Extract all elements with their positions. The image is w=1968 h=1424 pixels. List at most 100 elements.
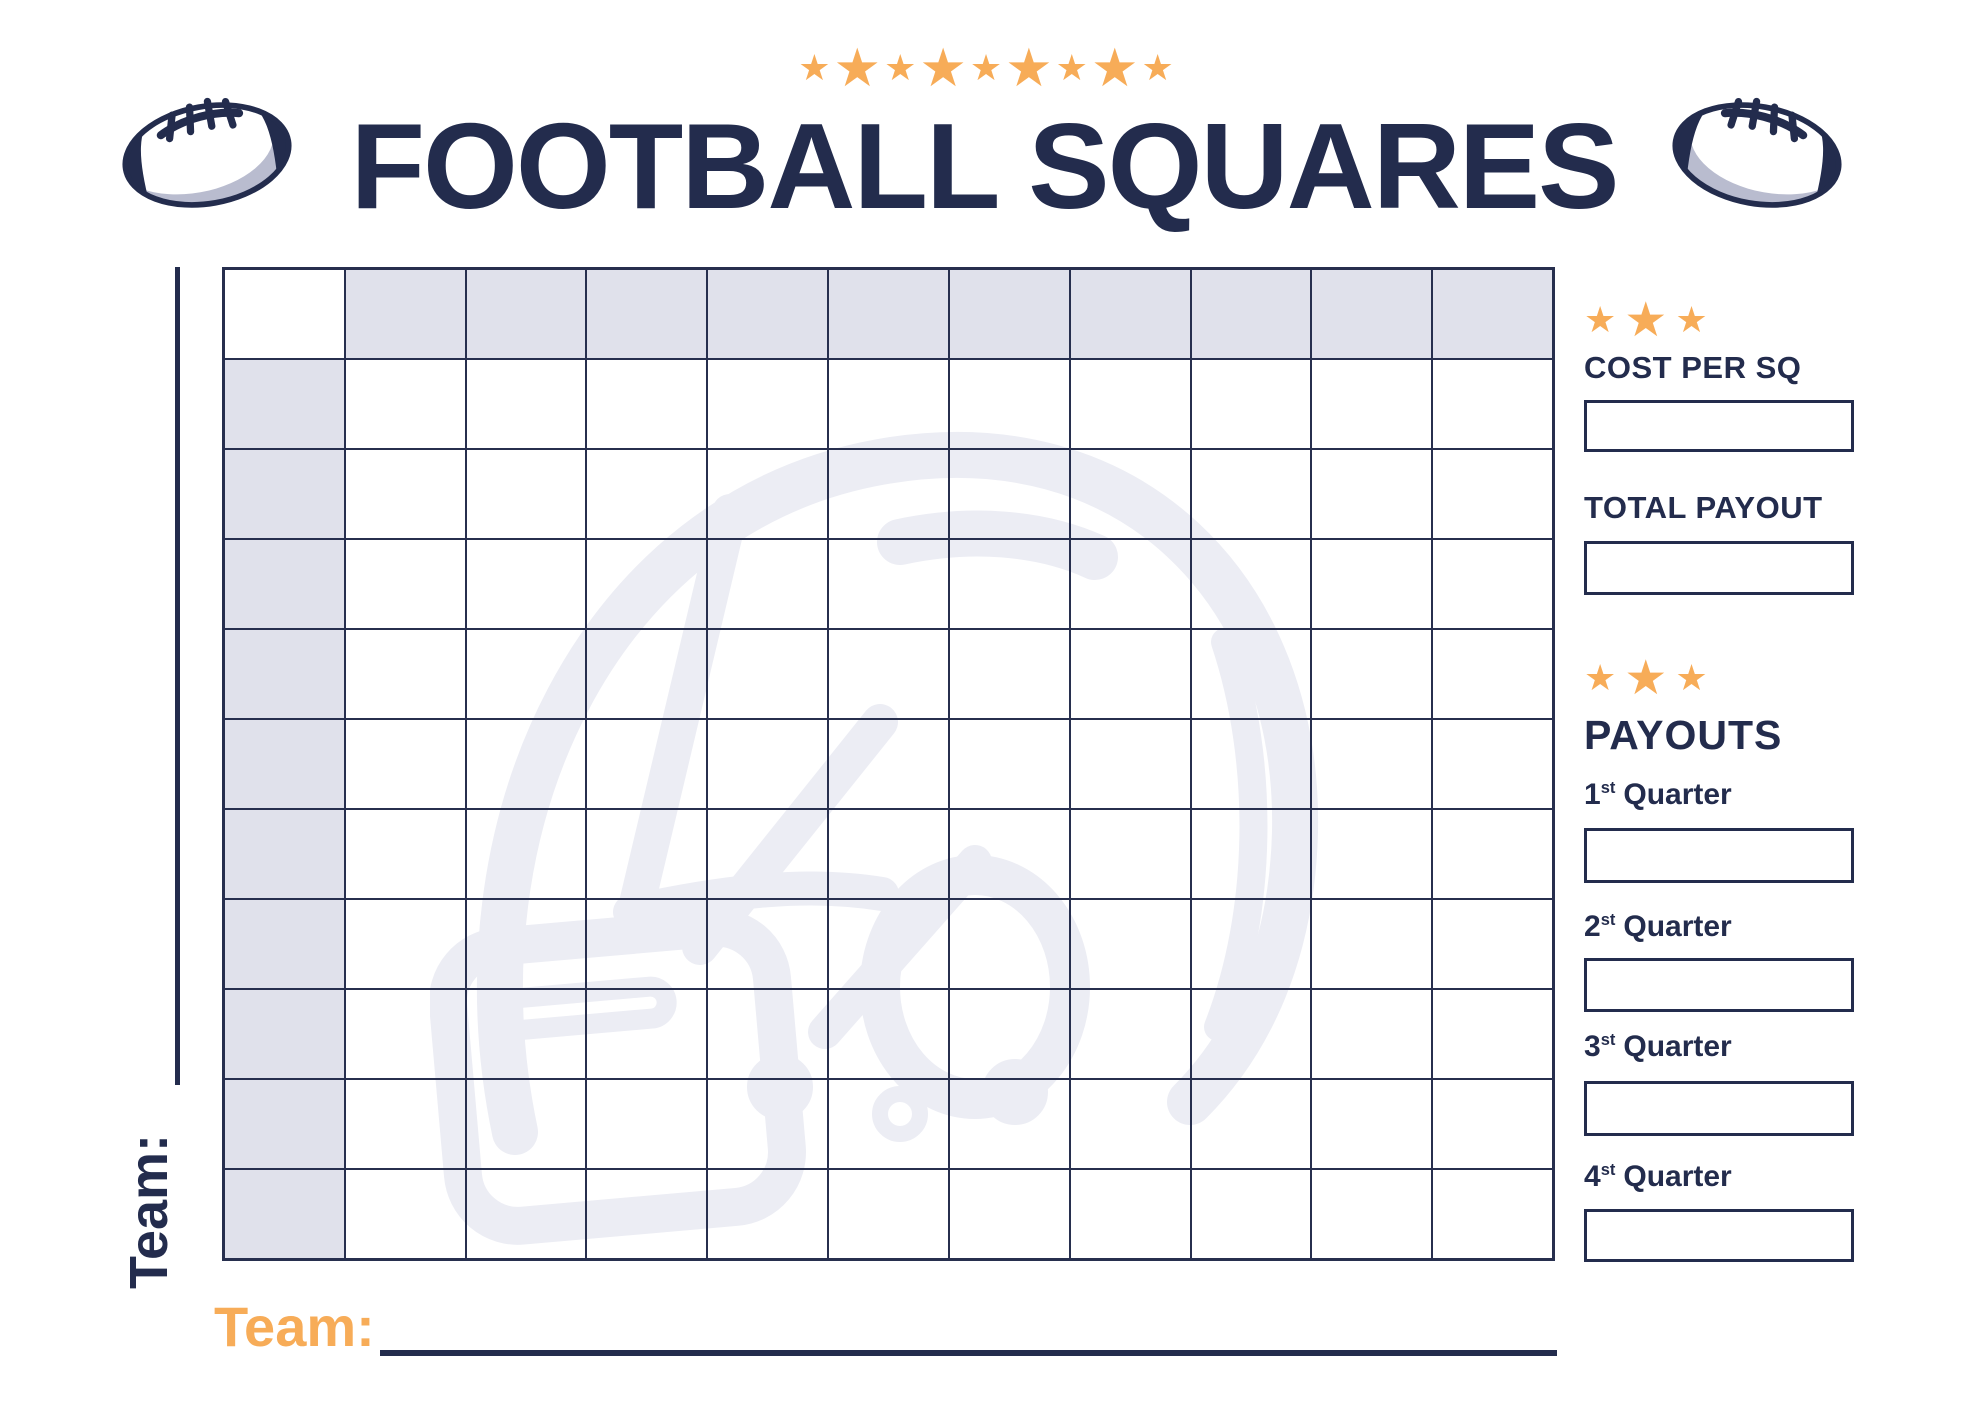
grid-cell[interactable] bbox=[1069, 629, 1191, 719]
grid-corner-cell[interactable] bbox=[224, 269, 345, 359]
grid-cell[interactable] bbox=[1432, 1169, 1553, 1259]
grid-cell[interactable] bbox=[1432, 719, 1553, 809]
grid-cell[interactable] bbox=[465, 989, 587, 1079]
grid-cell[interactable] bbox=[465, 899, 587, 989]
grid-cell[interactable] bbox=[1432, 989, 1553, 1079]
grid-cell[interactable] bbox=[948, 809, 1070, 899]
grid-cell[interactable] bbox=[1311, 1079, 1433, 1169]
grid-cell[interactable] bbox=[1069, 899, 1191, 989]
grid-cell[interactable] bbox=[948, 449, 1070, 539]
quarter-3-payout-input[interactable] bbox=[1584, 1081, 1854, 1136]
grid-cell[interactable] bbox=[948, 1169, 1070, 1259]
grid-cell[interactable] bbox=[1069, 359, 1191, 449]
grid-header-cell[interactable] bbox=[1432, 269, 1553, 359]
grid-header-cell[interactable] bbox=[224, 899, 345, 989]
grid-cell[interactable] bbox=[344, 719, 466, 809]
grid-cell[interactable] bbox=[344, 809, 466, 899]
team-name-bottom-line[interactable] bbox=[380, 1350, 1557, 1356]
grid-cell[interactable] bbox=[707, 539, 829, 629]
grid-header-cell[interactable] bbox=[224, 539, 345, 629]
grid-cell[interactable] bbox=[465, 1169, 587, 1259]
grid-cell[interactable] bbox=[948, 899, 1070, 989]
grid-cell[interactable] bbox=[948, 1079, 1070, 1169]
grid-cell[interactable] bbox=[1069, 1169, 1191, 1259]
grid-cell[interactable] bbox=[344, 899, 466, 989]
grid-cell[interactable] bbox=[465, 629, 587, 719]
grid-cell[interactable] bbox=[828, 1169, 949, 1259]
grid-cell[interactable] bbox=[948, 719, 1070, 809]
grid-cell[interactable] bbox=[586, 809, 708, 899]
grid-cell[interactable] bbox=[1190, 539, 1312, 629]
total-payout-input[interactable] bbox=[1584, 541, 1854, 595]
grid-cell[interactable] bbox=[586, 719, 708, 809]
grid-cell[interactable] bbox=[1190, 809, 1312, 899]
grid-header-cell[interactable] bbox=[465, 269, 587, 359]
grid-header-cell[interactable] bbox=[224, 1169, 345, 1259]
grid-header-cell[interactable] bbox=[224, 359, 345, 449]
grid-header-cell[interactable] bbox=[224, 989, 345, 1079]
grid-cell[interactable] bbox=[707, 359, 829, 449]
grid-cell[interactable] bbox=[586, 1169, 708, 1259]
grid-cell[interactable] bbox=[1069, 1079, 1191, 1169]
grid-cell[interactable] bbox=[1432, 359, 1553, 449]
grid-header-cell[interactable] bbox=[1190, 269, 1312, 359]
grid-cell[interactable] bbox=[344, 539, 466, 629]
grid-cell[interactable] bbox=[1190, 899, 1312, 989]
grid-cell[interactable] bbox=[707, 809, 829, 899]
grid-header-cell[interactable] bbox=[586, 269, 708, 359]
cost-per-sq-input[interactable] bbox=[1584, 400, 1854, 452]
quarter-4-payout-input[interactable] bbox=[1584, 1209, 1854, 1262]
grid-cell[interactable] bbox=[1311, 899, 1433, 989]
grid-cell[interactable] bbox=[828, 719, 949, 809]
grid-cell[interactable] bbox=[707, 449, 829, 539]
grid-cell[interactable] bbox=[465, 449, 587, 539]
grid-cell[interactable] bbox=[586, 899, 708, 989]
grid-cell[interactable] bbox=[1311, 539, 1433, 629]
grid-cell[interactable] bbox=[344, 449, 466, 539]
grid-cell[interactable] bbox=[707, 719, 829, 809]
grid-cell[interactable] bbox=[1190, 449, 1312, 539]
grid-cell[interactable] bbox=[948, 539, 1070, 629]
grid-cell[interactable] bbox=[1069, 989, 1191, 1079]
grid-cell[interactable] bbox=[1190, 1169, 1312, 1259]
quarter-1-payout-input[interactable] bbox=[1584, 828, 1854, 883]
grid-cell[interactable] bbox=[465, 719, 587, 809]
grid-header-cell[interactable] bbox=[224, 719, 345, 809]
grid-cell[interactable] bbox=[465, 539, 587, 629]
grid-cell[interactable] bbox=[586, 539, 708, 629]
grid-header-cell[interactable] bbox=[224, 629, 345, 719]
grid-header-cell[interactable] bbox=[828, 269, 949, 359]
grid-cell[interactable] bbox=[828, 629, 949, 719]
grid-cell[interactable] bbox=[948, 359, 1070, 449]
grid-cell[interactable] bbox=[1190, 719, 1312, 809]
grid-cell[interactable] bbox=[1190, 989, 1312, 1079]
grid-cell[interactable] bbox=[344, 629, 466, 719]
grid-cell[interactable] bbox=[586, 989, 708, 1079]
grid-cell[interactable] bbox=[344, 359, 466, 449]
grid-cell[interactable] bbox=[707, 1169, 829, 1259]
grid-cell[interactable] bbox=[344, 1079, 466, 1169]
grid-cell[interactable] bbox=[1190, 1079, 1312, 1169]
grid-cell[interactable] bbox=[1432, 629, 1553, 719]
grid-cell[interactable] bbox=[828, 359, 949, 449]
grid-cell[interactable] bbox=[1311, 989, 1433, 1079]
grid-cell[interactable] bbox=[1190, 359, 1312, 449]
grid-cell[interactable] bbox=[828, 449, 949, 539]
grid-header-cell[interactable] bbox=[1069, 269, 1191, 359]
grid-cell[interactable] bbox=[828, 1079, 949, 1169]
grid-cell[interactable] bbox=[344, 1169, 466, 1259]
grid-cell[interactable] bbox=[1311, 359, 1433, 449]
grid-cell[interactable] bbox=[828, 989, 949, 1079]
grid-cell[interactable] bbox=[1432, 1079, 1553, 1169]
grid-cell[interactable] bbox=[465, 1079, 587, 1169]
grid-cell[interactable] bbox=[1311, 629, 1433, 719]
grid-header-cell[interactable] bbox=[224, 1079, 345, 1169]
grid-cell[interactable] bbox=[1432, 809, 1553, 899]
grid-cell[interactable] bbox=[828, 539, 949, 629]
quarter-2-payout-input[interactable] bbox=[1584, 958, 1854, 1012]
grid-cell[interactable] bbox=[948, 629, 1070, 719]
team-name-vertical-line[interactable] bbox=[175, 267, 180, 1085]
grid-cell[interactable] bbox=[1069, 719, 1191, 809]
grid-cell[interactable] bbox=[707, 1079, 829, 1169]
grid-header-cell[interactable] bbox=[948, 269, 1070, 359]
